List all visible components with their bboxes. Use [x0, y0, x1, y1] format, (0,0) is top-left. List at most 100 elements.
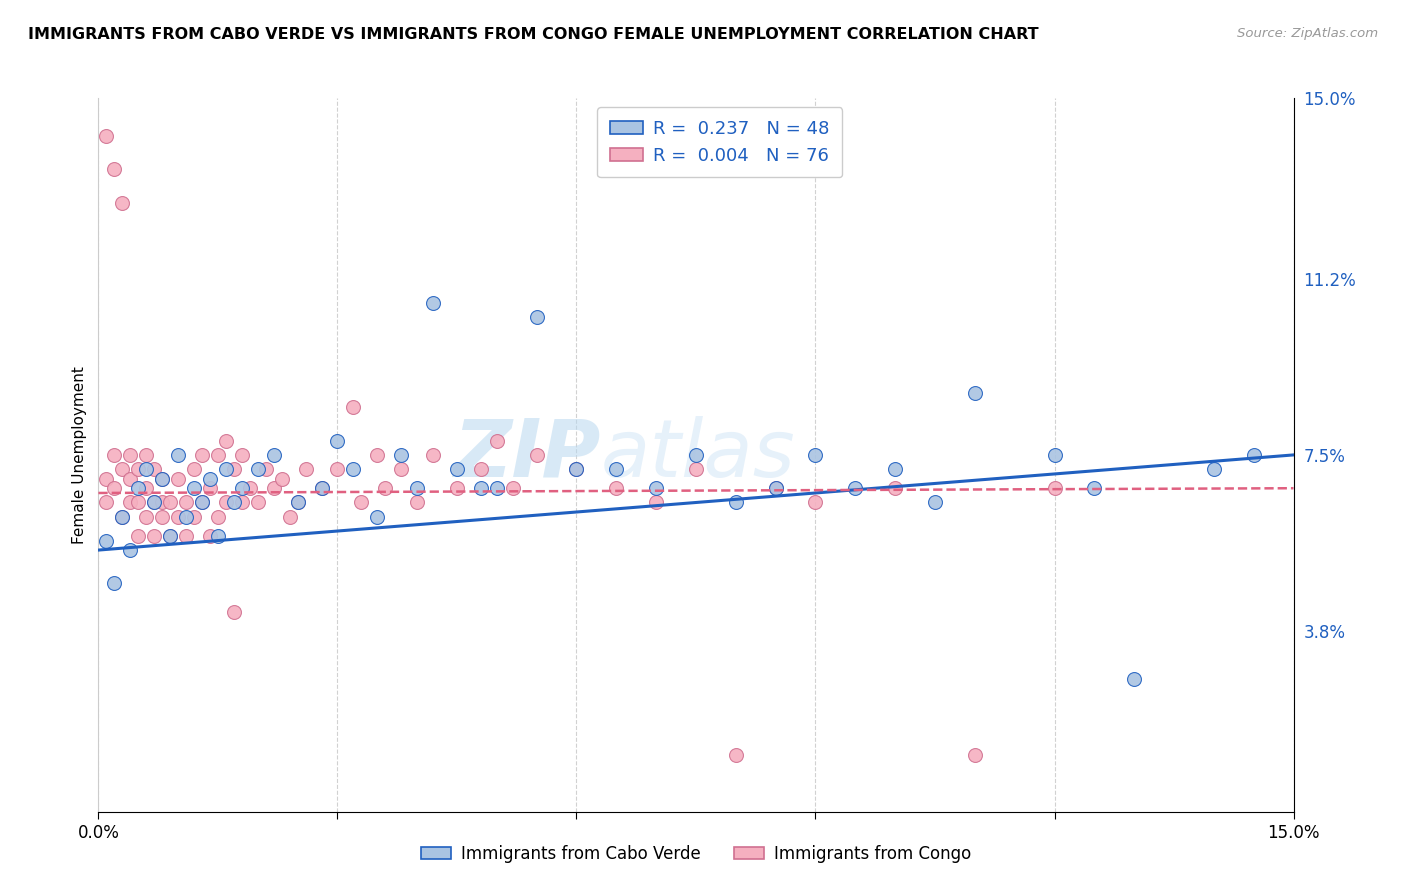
Point: [96, 533, 118, 548]
Point: [685, 448, 707, 462]
Point: [311, 481, 333, 495]
Point: [111, 509, 134, 524]
Point: [111, 462, 134, 476]
Point: [406, 495, 429, 509]
Text: atlas: atlas: [600, 416, 796, 494]
Point: [1043, 448, 1066, 462]
Point: [924, 495, 946, 509]
Point: [103, 481, 125, 495]
Point: [120, 543, 142, 558]
Point: [103, 448, 125, 462]
Point: [120, 448, 142, 462]
Point: [111, 509, 134, 524]
Point: [198, 472, 221, 486]
Point: [804, 448, 827, 462]
Point: [270, 472, 292, 486]
Point: [263, 481, 285, 495]
Point: [150, 472, 173, 486]
Point: [198, 481, 221, 495]
Point: [222, 605, 245, 619]
Point: [294, 462, 316, 476]
Point: [724, 495, 747, 509]
Point: [143, 495, 166, 509]
Text: ZIP: ZIP: [453, 416, 600, 494]
Point: [207, 448, 229, 462]
Point: [150, 495, 173, 509]
Point: [422, 295, 444, 310]
Point: [565, 462, 588, 476]
Point: [1043, 481, 1066, 495]
Point: [191, 495, 214, 509]
Point: [207, 509, 229, 524]
Point: [167, 509, 190, 524]
Point: [502, 481, 524, 495]
Point: [159, 529, 181, 543]
Point: [342, 462, 364, 476]
Point: [143, 529, 166, 543]
Point: [326, 434, 349, 448]
Point: [143, 462, 166, 476]
Point: [135, 462, 157, 476]
Point: [191, 448, 214, 462]
Point: [963, 386, 986, 401]
Point: [96, 129, 118, 144]
Point: [198, 529, 221, 543]
Point: [804, 495, 827, 509]
Point: [342, 401, 364, 415]
Point: [406, 481, 429, 495]
Point: [135, 481, 157, 495]
Point: [96, 472, 118, 486]
Point: [326, 462, 349, 476]
Point: [389, 448, 412, 462]
Point: [884, 462, 907, 476]
Point: [287, 495, 309, 509]
Point: [1202, 462, 1225, 476]
Point: [526, 448, 548, 462]
Point: [183, 462, 205, 476]
Point: [311, 481, 333, 495]
Text: IMMIGRANTS FROM CABO VERDE VS IMMIGRANTS FROM CONGO FEMALE UNEMPLOYMENT CORRELAT: IMMIGRANTS FROM CABO VERDE VS IMMIGRANTS…: [28, 27, 1039, 42]
Point: [765, 481, 787, 495]
Point: [446, 481, 468, 495]
Point: [207, 529, 229, 543]
Legend: Immigrants from Cabo Verde, Immigrants from Congo: Immigrants from Cabo Verde, Immigrants f…: [409, 833, 983, 875]
Point: [884, 481, 907, 495]
Point: [135, 448, 157, 462]
Point: [366, 448, 388, 462]
Point: [215, 434, 238, 448]
Point: [159, 495, 181, 509]
Point: [120, 472, 142, 486]
Point: [150, 509, 173, 524]
Point: [222, 495, 245, 509]
Point: [96, 495, 118, 509]
Point: [231, 481, 253, 495]
Point: [485, 481, 508, 495]
Point: [174, 509, 197, 524]
Point: [470, 481, 492, 495]
Point: [103, 576, 125, 591]
Point: [1083, 481, 1105, 495]
Point: [174, 529, 197, 543]
Point: [278, 509, 301, 524]
Point: [422, 448, 444, 462]
Point: [167, 448, 190, 462]
Point: [143, 495, 166, 509]
Point: [215, 495, 238, 509]
Point: [844, 481, 866, 495]
Point: [1243, 448, 1265, 462]
Point: [127, 481, 149, 495]
Point: [374, 481, 396, 495]
Point: [446, 462, 468, 476]
Point: [183, 509, 205, 524]
Point: [645, 481, 668, 495]
Point: [765, 481, 787, 495]
Point: [111, 195, 134, 210]
Point: [191, 495, 214, 509]
Point: [246, 495, 269, 509]
Point: [724, 747, 747, 762]
Point: [389, 462, 412, 476]
Point: [605, 481, 627, 495]
Point: [215, 462, 238, 476]
Point: [120, 495, 142, 509]
Point: [167, 472, 190, 486]
